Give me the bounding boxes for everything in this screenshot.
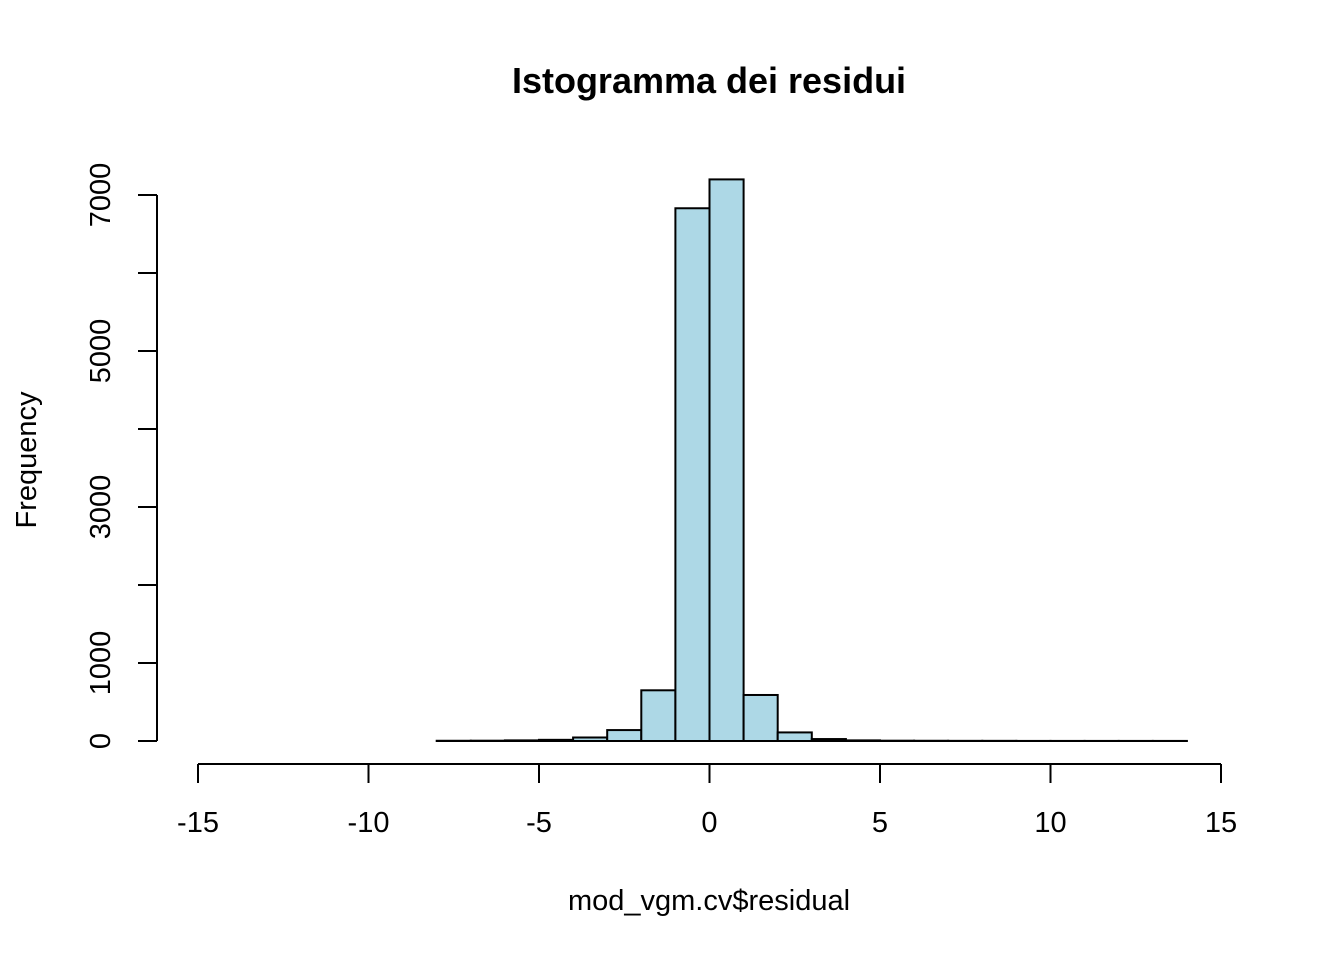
histogram-bar	[640, 689, 677, 742]
histogram-bar	[674, 207, 711, 742]
histogram-bar	[742, 693, 779, 742]
x-tick-label: 0	[701, 807, 717, 839]
y-tick-label: 5000	[85, 319, 117, 384]
histogram-bar	[503, 739, 540, 742]
histogram-bar	[776, 731, 813, 742]
x-tick-label: -10	[348, 807, 390, 839]
x-axis-label: mod_vgm.cv$residual	[568, 885, 850, 917]
y-tick-label: 1000	[85, 631, 117, 696]
x-tick-label: 15	[1205, 807, 1237, 839]
chart-title: Istogramma dei residui	[512, 60, 906, 101]
y-tick-label: 7000	[85, 163, 117, 228]
histogram-bar	[572, 736, 609, 742]
x-tick-label: 5	[872, 807, 888, 839]
y-axis: 0 1000 3000 5000 7000	[85, 163, 158, 749]
x-axis: -15 -10 -5 0 5 10 15	[177, 763, 1237, 839]
histogram-bar	[844, 739, 882, 742]
y-axis-label: Frequency	[11, 391, 43, 529]
y-tick-label: 0	[85, 733, 117, 749]
histogram-bar	[708, 178, 745, 742]
x-tick-label: 10	[1034, 807, 1066, 839]
x-tick-label: -15	[177, 807, 219, 839]
y-tick-label: 3000	[85, 475, 117, 540]
x-tick-label: -5	[526, 807, 552, 839]
histogram-bar	[538, 738, 575, 743]
bars-group	[435, 178, 1188, 743]
histogram-bar	[606, 729, 643, 743]
histogram-bar	[810, 738, 847, 742]
